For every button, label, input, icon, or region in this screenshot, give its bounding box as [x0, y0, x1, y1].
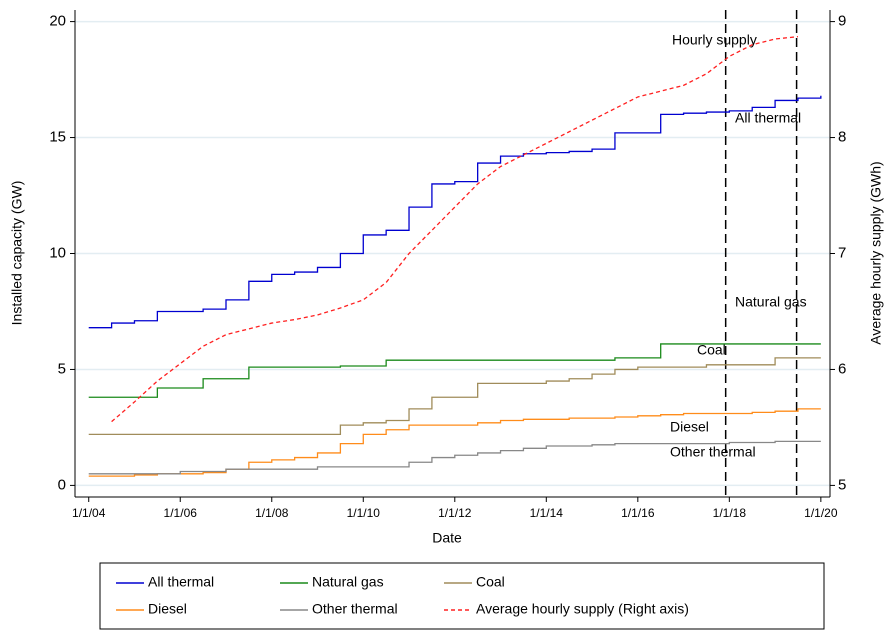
x-tick-label: 1/1/04 [72, 506, 106, 520]
y2-axis-title: Average hourly supply (GWh) [868, 161, 884, 344]
y-tick-label: 5 [58, 360, 66, 377]
y-axis-title: Installed capacity (GW) [9, 181, 25, 326]
series-line [88, 408, 821, 477]
legend-label: Other thermal [312, 601, 398, 617]
legend-label: All thermal [148, 574, 214, 590]
x-tick-label: 1/1/06 [164, 506, 198, 520]
y-tick-label: 0 [58, 476, 66, 493]
annotation: Other thermal [670, 444, 756, 460]
y2-tick-label: 9 [838, 13, 846, 30]
y-tick-label: 15 [49, 129, 66, 146]
legend-label: Average hourly supply (Right axis) [476, 601, 689, 617]
series-line [88, 343, 821, 398]
x-tick-label: 1/1/16 [621, 506, 655, 520]
y-tick-label: 10 [49, 244, 66, 261]
series-line [88, 357, 821, 436]
annotation: Natural gas [735, 294, 807, 310]
series-line [111, 36, 799, 423]
x-axis-title: Date [432, 530, 462, 546]
x-tick-label: 1/1/20 [804, 506, 838, 520]
series-line [88, 95, 822, 329]
annotation: All thermal [735, 110, 801, 126]
legend-label: Coal [476, 574, 505, 590]
y2-tick-label: 6 [838, 360, 846, 377]
x-tick-label: 1/1/12 [438, 506, 472, 520]
series-line [88, 440, 821, 475]
annotation: Diesel [670, 419, 709, 435]
x-tick-label: 1/1/10 [347, 506, 381, 520]
y2-tick-label: 5 [838, 476, 846, 493]
x-tick-label: 1/1/08 [255, 506, 289, 520]
annotation: Coal [697, 342, 726, 358]
annotation: Hourly supply [672, 32, 757, 48]
x-tick-label: 1/1/14 [530, 506, 564, 520]
x-tick-label: 1/1/18 [713, 506, 747, 520]
y2-tick-label: 7 [838, 244, 846, 261]
y-tick-label: 20 [49, 13, 66, 30]
legend-label: Natural gas [312, 574, 384, 590]
legend-label: Diesel [148, 601, 187, 617]
legend-box [99, 562, 825, 630]
y2-tick-label: 8 [838, 129, 846, 146]
